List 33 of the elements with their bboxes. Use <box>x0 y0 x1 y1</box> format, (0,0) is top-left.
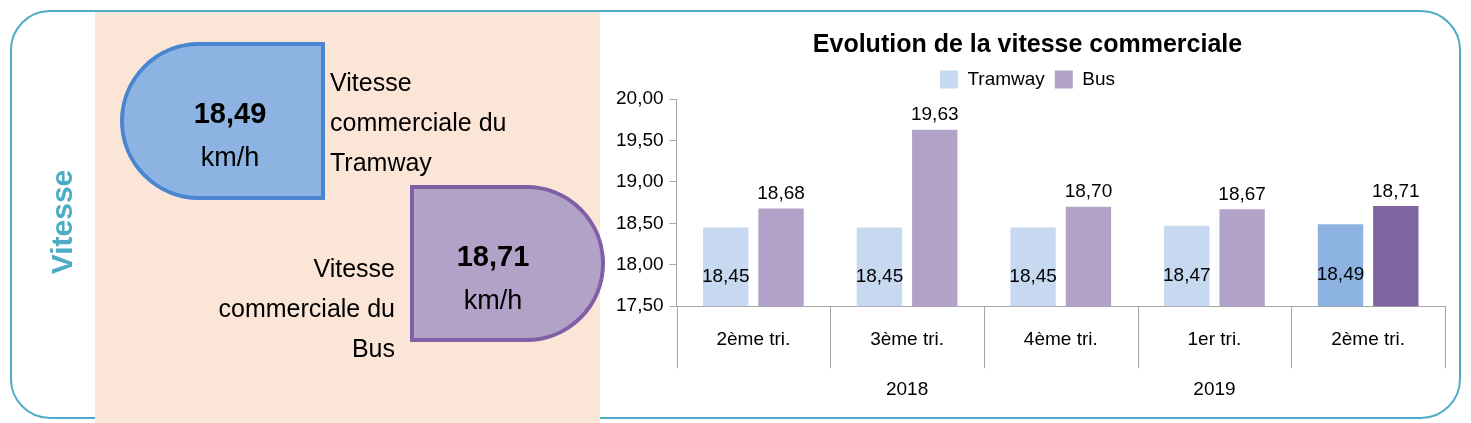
data-label: 18,67 <box>1218 182 1266 204</box>
legend-label: Bus <box>1082 67 1116 89</box>
data-label: 18,45 <box>701 265 750 287</box>
data-label: 18,68 <box>757 182 805 204</box>
x-tick-label: 4ème tri. <box>1023 327 1098 349</box>
text: Vitesse commerciale du Tramway <box>330 67 508 178</box>
data-label: 18,70 <box>1064 180 1113 202</box>
x-tick-label: 3ème tri. <box>870 327 945 349</box>
text: Vitesse <box>45 169 79 275</box>
text: Vitesse commerciale du Bus <box>217 253 395 364</box>
y-tick-label: 19,00 <box>616 170 664 192</box>
x-tick-label: 2ème tri. <box>716 327 791 349</box>
y-tick-label: 18,50 <box>616 211 664 233</box>
chart-title: Evolution de la vitesse commerciale <box>812 28 1243 57</box>
data-label: 18,49 <box>1316 263 1365 285</box>
data-label: 19,63 <box>910 103 959 125</box>
annotation: 2018 <box>885 378 929 400</box>
y-tick-label: 20,00 <box>616 87 664 109</box>
y-tick-label: 18,00 <box>616 252 664 274</box>
x-tick-label: 2ème tri. <box>1331 327 1406 349</box>
data-label: 18,71 <box>1372 179 1420 201</box>
y-tick-label: 17,50 <box>616 294 664 316</box>
text: km/h <box>200 142 260 173</box>
text: 18,49 <box>193 97 267 130</box>
y-tick-label: 19,50 <box>616 128 664 150</box>
data-label: 18,45 <box>1009 265 1057 287</box>
text: 18,71 <box>456 240 530 273</box>
data-label: 18,45 <box>855 265 904 287</box>
text: km/h <box>463 285 523 316</box>
x-tick-label: 1er tri. <box>1187 327 1242 349</box>
annotation: 2019 <box>1193 378 1236 400</box>
data-label: 18,47 <box>1163 264 1211 286</box>
legend-label: Tramway <box>967 67 1046 89</box>
